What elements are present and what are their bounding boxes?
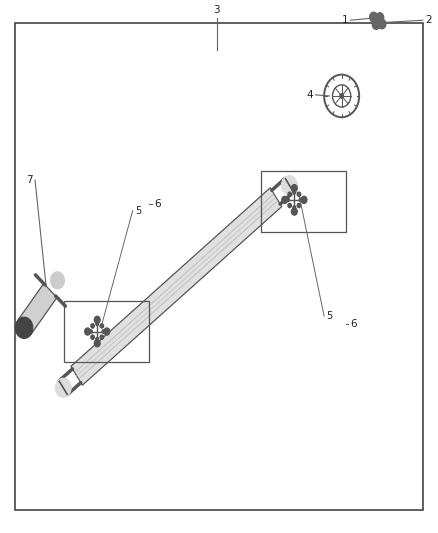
- Text: 7: 7: [26, 175, 33, 185]
- Circle shape: [291, 208, 297, 215]
- Circle shape: [96, 322, 99, 326]
- Circle shape: [85, 328, 91, 335]
- Text: 1: 1: [342, 15, 348, 25]
- Circle shape: [293, 206, 296, 209]
- Text: 3: 3: [213, 5, 220, 15]
- Circle shape: [100, 335, 104, 340]
- Bar: [64, 301, 149, 362]
- Circle shape: [90, 330, 92, 333]
- Text: 6: 6: [154, 199, 161, 209]
- Circle shape: [301, 196, 307, 204]
- Circle shape: [102, 330, 105, 333]
- Circle shape: [372, 20, 380, 29]
- Text: 6: 6: [350, 319, 357, 329]
- Circle shape: [91, 324, 94, 328]
- Text: 5: 5: [135, 206, 141, 215]
- Circle shape: [297, 204, 301, 208]
- Circle shape: [282, 175, 297, 195]
- Circle shape: [288, 204, 291, 208]
- Circle shape: [291, 184, 297, 192]
- Circle shape: [376, 13, 384, 22]
- Circle shape: [299, 198, 302, 201]
- Circle shape: [288, 192, 291, 196]
- Text: 4: 4: [307, 90, 313, 100]
- Circle shape: [94, 340, 100, 347]
- Polygon shape: [18, 284, 57, 335]
- Circle shape: [370, 12, 378, 22]
- Circle shape: [104, 328, 110, 335]
- Circle shape: [50, 272, 64, 289]
- Text: 5: 5: [326, 311, 332, 321]
- Circle shape: [297, 192, 301, 196]
- Circle shape: [100, 324, 104, 328]
- Circle shape: [293, 191, 296, 194]
- Circle shape: [15, 317, 33, 338]
- Circle shape: [96, 337, 99, 341]
- Circle shape: [378, 19, 386, 29]
- Circle shape: [287, 198, 290, 201]
- Circle shape: [91, 335, 94, 340]
- Circle shape: [282, 196, 288, 204]
- Circle shape: [55, 378, 71, 398]
- Polygon shape: [71, 188, 282, 385]
- Bar: [261, 171, 346, 232]
- Circle shape: [94, 316, 100, 324]
- Text: 2: 2: [425, 15, 431, 25]
- Circle shape: [340, 94, 343, 98]
